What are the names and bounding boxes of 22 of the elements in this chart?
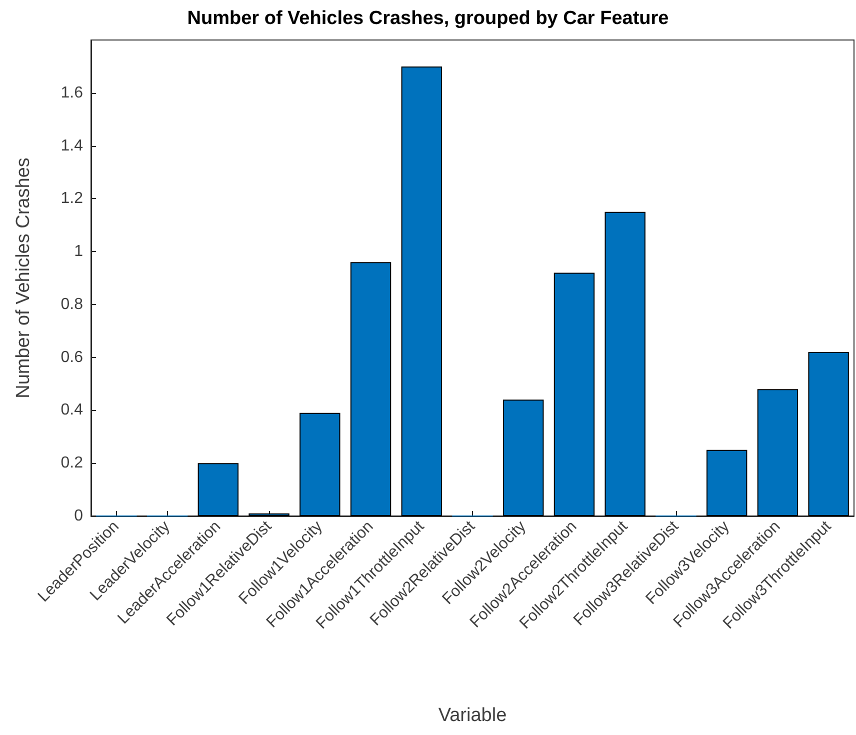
x-axis-title: Variable <box>438 705 507 726</box>
bar <box>757 389 798 516</box>
bar <box>350 262 392 516</box>
y-tick-label: 0.8 <box>60 296 84 313</box>
bar <box>401 66 442 516</box>
y-tick-label: 1.4 <box>60 137 84 154</box>
y-tick-label: 0.6 <box>60 348 84 366</box>
y-axis-title: Number of Vehicles Crashes <box>13 158 34 398</box>
y-tick-label: 1.2 <box>60 190 84 208</box>
y-tick-label: 0 <box>74 508 84 524</box>
bar <box>706 450 748 516</box>
bar <box>503 400 544 516</box>
bar <box>808 352 849 516</box>
y-tick-label: 1 <box>74 243 84 260</box>
y-tick-label: 0.4 <box>60 402 84 419</box>
y-tick-label: 1.6 <box>60 84 84 102</box>
bar <box>198 463 239 516</box>
y-tick-label: 0.2 <box>60 454 84 472</box>
bar <box>554 272 595 516</box>
bar <box>604 212 646 516</box>
bar <box>300 412 340 516</box>
chart-title: Number of Vehicles Crashes, grouped by Car Feature <box>187 8 669 29</box>
